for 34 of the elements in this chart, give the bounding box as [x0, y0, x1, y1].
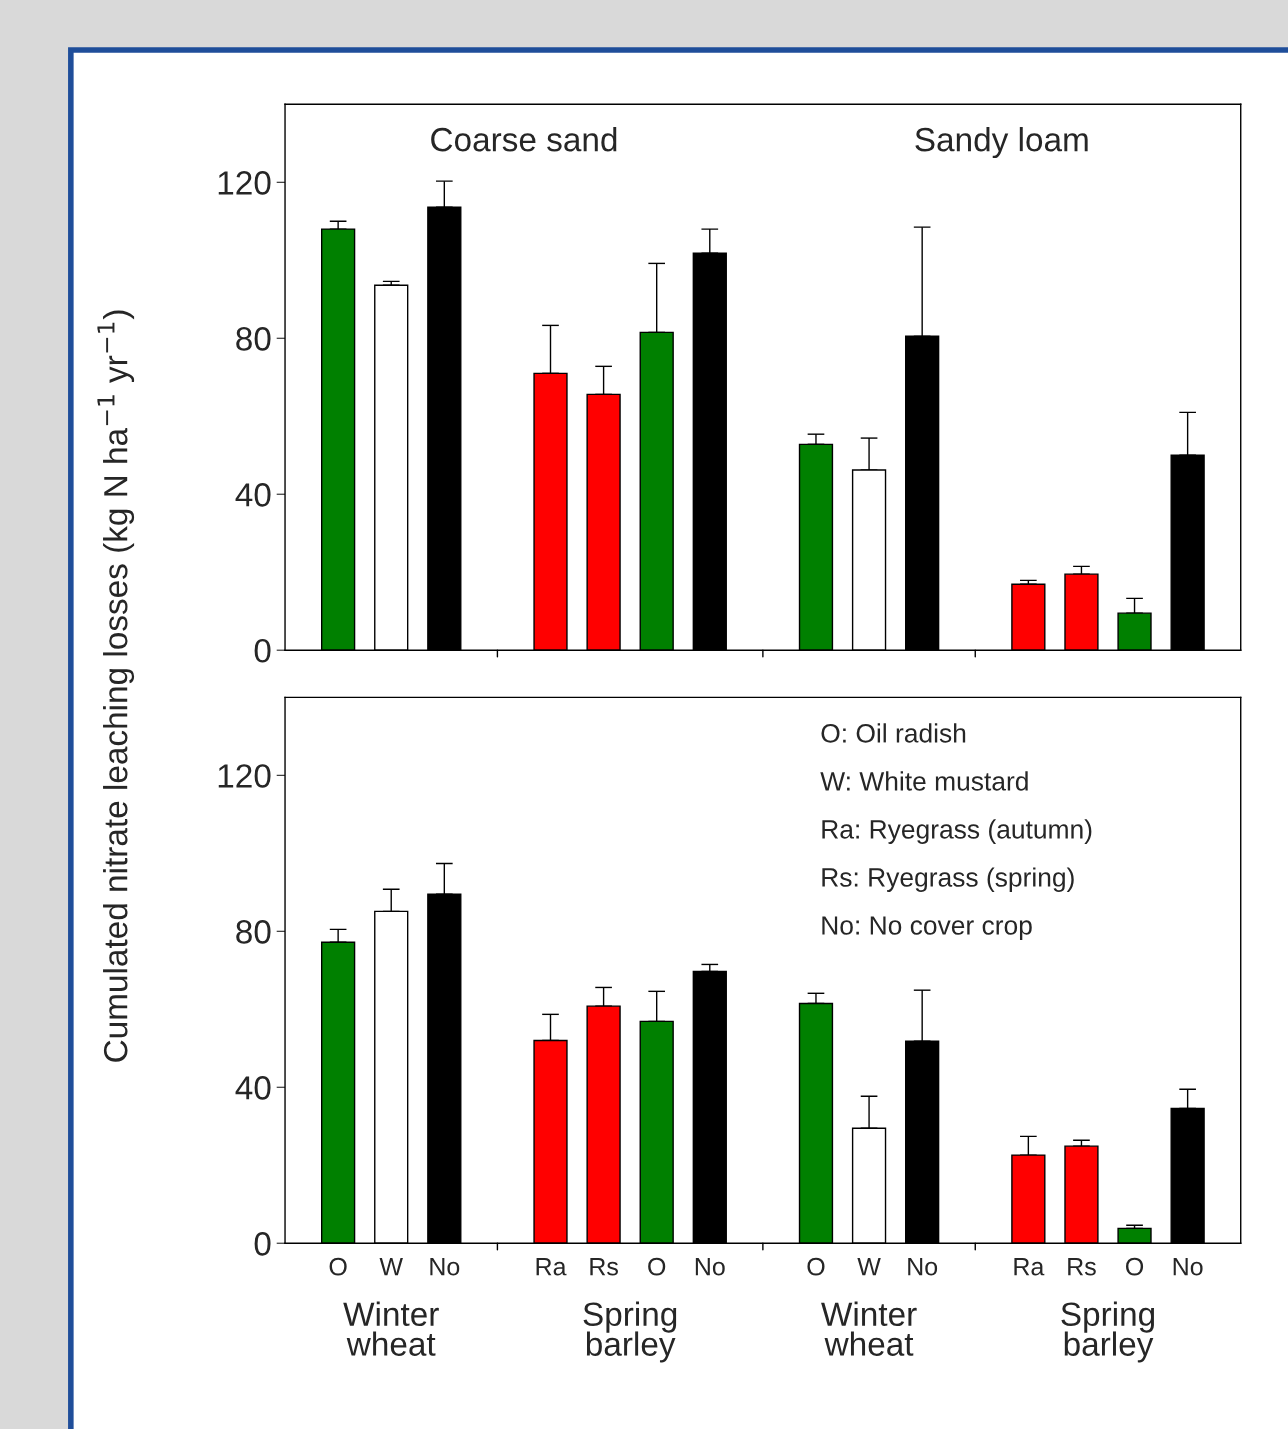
text: Winter wheat [821, 1301, 917, 1356]
x-tick-label: No [430, 1258, 460, 1276]
x-tick-label: Ra [536, 1258, 567, 1276]
y-tick-label: 0 [254, 1232, 271, 1256]
text: Spring barley [1061, 1301, 1155, 1363]
y-tick-label: 40 [235, 1076, 271, 1100]
x-tick-label: Ra [1014, 1258, 1045, 1276]
annotation: Ra: Ryegrass (autumn) [822, 819, 1092, 844]
x-tick-label: No [695, 1258, 725, 1276]
text: Spring barley [583, 1301, 677, 1363]
y-tick-label: 0 [254, 639, 271, 663]
y-tick-label: 80 [236, 327, 271, 351]
x-tick-label: No [1173, 1258, 1203, 1276]
annotation: O: Oil radish [821, 723, 966, 743]
y-tick-label: 120 [218, 764, 271, 788]
x-tick-label: O [807, 1257, 825, 1276]
x-tick-label: No [908, 1258, 938, 1276]
x-tick-label: O [648, 1257, 666, 1276]
y-tick-label: 80 [236, 920, 271, 944]
x-tick-label: O [1126, 1257, 1144, 1276]
x-tick-label: Rs [1068, 1258, 1096, 1276]
y-tick-label: 120 [218, 171, 271, 195]
x-tick-label: W [379, 1258, 403, 1276]
annotation: W: White mustard [820, 771, 1028, 791]
x-tick-label: O [329, 1257, 347, 1276]
text: Winter wheat [343, 1301, 439, 1356]
annotation: Rs: Ryegrass (spring) [822, 867, 1074, 892]
y-axis-title: Cumulated nitrate leaching losses (kg N ha$^{−1}$ yr$^{−1}$) [97, 310, 135, 1062]
x-tick-label: W [857, 1258, 881, 1276]
annotation: Coarse sand [431, 126, 617, 152]
annotation: Sandy loam [915, 126, 1088, 159]
y-tick-label: 40 [235, 483, 271, 507]
x-tick-label: Rs [590, 1258, 618, 1276]
annotation: No: No cover crop [822, 916, 1032, 941]
